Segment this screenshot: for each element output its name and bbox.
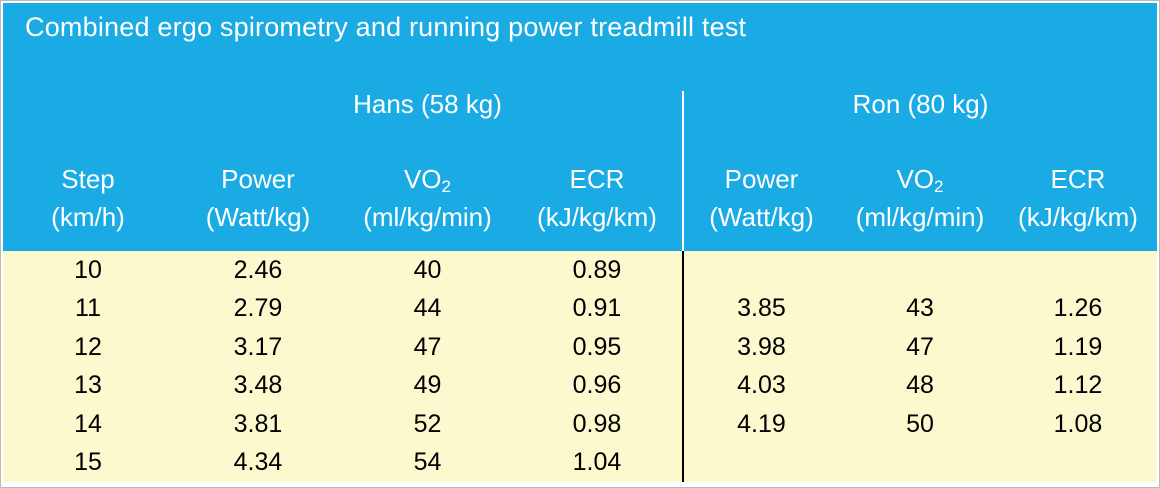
table-cell: 0.95 xyxy=(572,332,622,361)
table-area: Combined ergo spirometry and running pow… xyxy=(3,3,1157,485)
column-unit-vo2-ron: (ml/kg/min) xyxy=(855,202,985,232)
column-header-ecr-ron: ECR xyxy=(1050,164,1106,194)
table-cell: 3.98 xyxy=(737,332,786,361)
table-row: 12 3.17 47 0.95 3.98 47 1.19 xyxy=(3,328,1157,367)
table-cell: 0.89 xyxy=(572,255,622,284)
table-cell: 3.48 xyxy=(233,371,283,400)
column-header-power-hans: Power xyxy=(221,164,295,194)
table-cell: 3.81 xyxy=(233,409,283,438)
table-cell: 4.34 xyxy=(233,448,283,477)
section-divider-header xyxy=(682,91,684,251)
column-unit-vo2-hans: (ml/kg/min) xyxy=(363,202,492,232)
table-cell: 49 xyxy=(413,371,442,400)
column-unit-power-hans: (Watt/kg) xyxy=(205,202,311,232)
table-row: 10 2.46 40 0.89 xyxy=(3,251,1157,290)
table-cell: 4.19 xyxy=(737,409,786,438)
column-units-row: (km/h) (Watt/kg) (ml/kg/min) (kJ/kg/km) … xyxy=(3,202,1157,233)
column-names-row: Step Power VO2 ECR Power VO2 ECR xyxy=(3,164,1157,196)
column-header-vo2-hans: VO2 xyxy=(403,164,452,196)
column-unit-ecr-ron: (kJ/kg/km) xyxy=(1018,202,1138,232)
column-unit-ecr-hans: (kJ/kg/km) xyxy=(537,202,657,232)
column-header-power-ron: Power xyxy=(724,164,799,194)
table-cell: 43 xyxy=(906,294,934,323)
table-row: 14 3.81 52 0.98 4.19 50 1.08 xyxy=(3,405,1157,444)
table-body: 10 2.46 40 0.89 11 2.79 44 0.91 3.85 43 … xyxy=(3,251,1157,482)
table-cell: 13 xyxy=(74,371,102,400)
table-cell: 0.91 xyxy=(572,294,622,323)
table-cell: 1.26 xyxy=(1053,294,1103,323)
table-cell: 47 xyxy=(906,332,934,361)
table-cell: 1.19 xyxy=(1053,332,1103,361)
table-cell: 1.08 xyxy=(1053,409,1103,438)
table-cell: 2.79 xyxy=(233,294,283,323)
table-title: Combined ergo spirometry and running pow… xyxy=(25,12,747,42)
column-unit-power-ron: (Watt/kg) xyxy=(709,202,814,232)
column-header-vo2-ron: VO2 xyxy=(896,164,944,196)
table-cell: 2.46 xyxy=(233,255,283,284)
table-cell: 54 xyxy=(413,448,442,477)
table-cell: 10 xyxy=(74,255,102,284)
table-cell: 3.17 xyxy=(233,332,283,361)
section-divider-body xyxy=(682,251,684,482)
group-header-ron: Ron (80 kg) xyxy=(852,89,989,119)
table-cell: 50 xyxy=(906,409,934,438)
table-cell: 15 xyxy=(74,448,102,477)
table-cell: 12 xyxy=(74,332,102,361)
table-cell: 0.96 xyxy=(572,371,622,400)
table-cell: 52 xyxy=(413,409,442,438)
table-cell: 0.98 xyxy=(572,409,622,438)
table-cell: 14 xyxy=(74,409,102,438)
table-row: 15 4.34 54 1.04 xyxy=(3,444,1157,483)
column-header-ecr-hans: ECR xyxy=(569,164,625,194)
table-cell: 4.03 xyxy=(737,371,786,400)
column-unit-step: (km/h) xyxy=(51,202,125,232)
table-cell: 3.85 xyxy=(737,294,786,323)
table-cell: 1.12 xyxy=(1053,371,1103,400)
table-cell: 44 xyxy=(413,294,442,323)
table-cell: 48 xyxy=(906,371,934,400)
table-cell: 11 xyxy=(75,294,101,323)
group-header-hans: Hans (58 kg) xyxy=(353,89,502,119)
table-row: 13 3.48 49 0.96 4.03 48 1.12 xyxy=(3,367,1157,406)
table-header: Combined ergo spirometry and running pow… xyxy=(3,3,1157,251)
table-cell: 47 xyxy=(413,332,442,361)
table-row: 11 2.79 44 0.91 3.85 43 1.26 xyxy=(3,290,1157,329)
table-cell: 1.04 xyxy=(572,448,622,477)
column-header-step: Step xyxy=(61,164,115,194)
table-cell: 40 xyxy=(413,255,442,284)
